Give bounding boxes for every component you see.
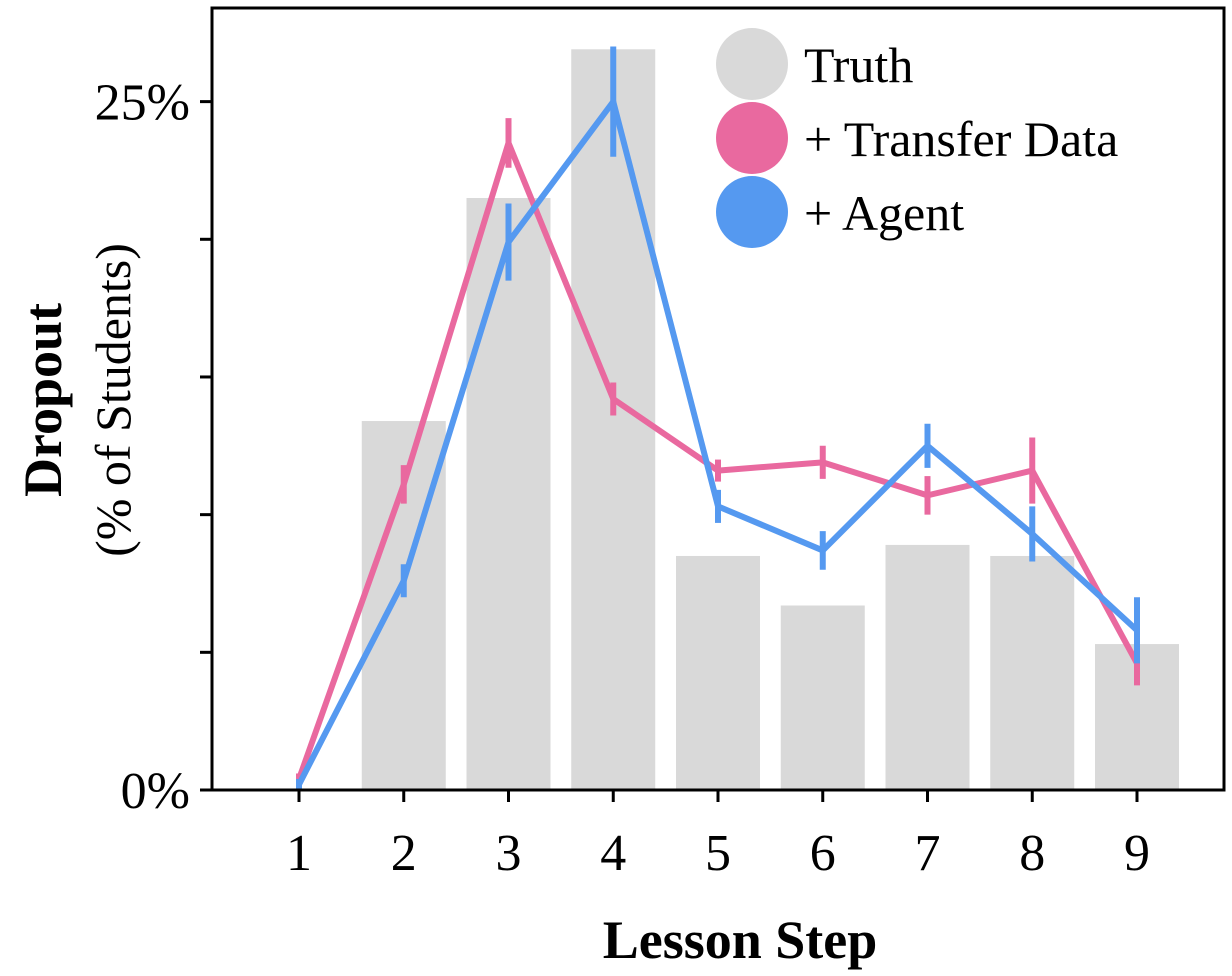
legend-label-truth: Truth (804, 37, 913, 93)
truth-bar-3 (466, 197, 551, 791)
y-tick-label-25: 25% (95, 75, 190, 132)
x-tick-label-6: 6 (810, 825, 836, 882)
truth-bars (361, 49, 1179, 791)
legend-label-agent: + Agent (804, 185, 964, 241)
x-tick-label-9: 9 (1124, 825, 1150, 882)
legend-label-transfer-data: + Transfer Data (804, 111, 1118, 167)
truth-bar-6 (780, 605, 865, 790)
legend-marker-truth (716, 28, 788, 100)
truth-bar-8 (990, 555, 1075, 790)
legend-marker-agent (716, 176, 788, 248)
y-axis-title-main: Dropout (13, 303, 73, 497)
legend-marker-transfer-data (716, 102, 788, 174)
x-tick-label-7: 7 (915, 825, 941, 882)
truth-bar-5 (676, 555, 760, 790)
x-axis-title: Lesson Step (603, 910, 878, 970)
y-axis-title-sub: (% of Students) (85, 243, 141, 557)
x-tick-label-8: 8 (1019, 825, 1045, 882)
y-axis-title: Dropout (% of Students) (13, 243, 141, 557)
x-tick-label-5: 5 (705, 825, 731, 882)
series-lines (296, 46, 1140, 790)
x-tick-label-1: 1 (286, 825, 312, 882)
x-axis-ticks: 1 2 3 4 5 6 7 8 9 (286, 790, 1150, 882)
y-axis-ticks: 0% 25% (95, 75, 212, 820)
truth-bar-7 (885, 544, 970, 790)
x-tick-label-2: 2 (391, 825, 417, 882)
legend: Truth + Transfer Data + Agent (716, 28, 1118, 248)
x-tick-label-4: 4 (600, 825, 626, 882)
y-tick-label-0: 0% (121, 763, 190, 820)
x-tick-label-3: 3 (496, 825, 522, 882)
